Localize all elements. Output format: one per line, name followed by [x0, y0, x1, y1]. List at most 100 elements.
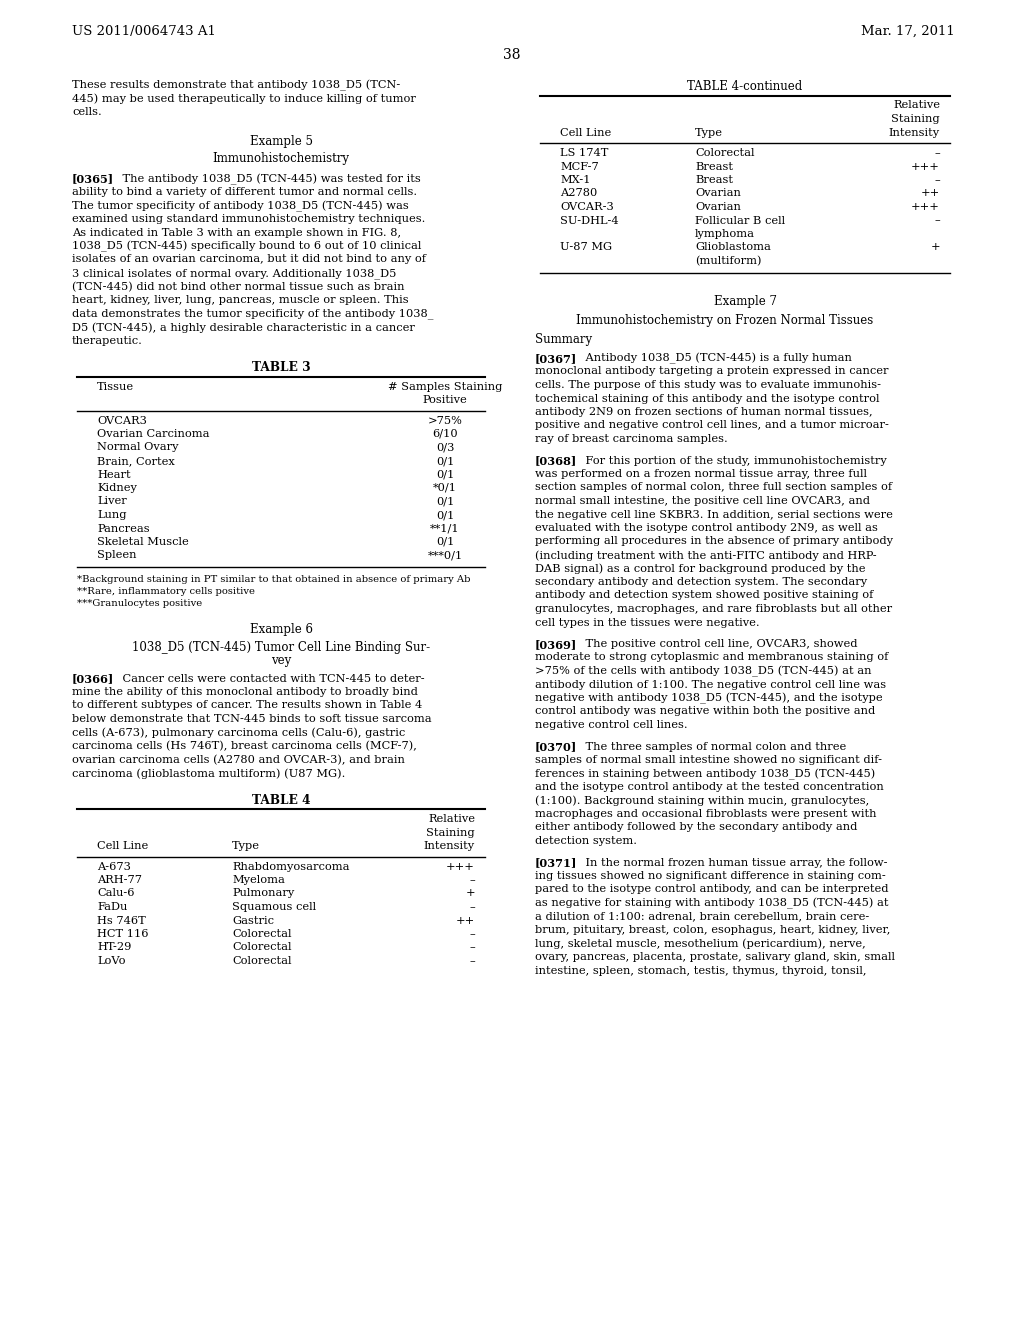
Text: Brain, Cortex: Brain, Cortex — [97, 455, 175, 466]
Text: FaDu: FaDu — [97, 902, 127, 912]
Text: 0/1: 0/1 — [436, 537, 455, 546]
Text: ++: ++ — [921, 189, 940, 198]
Text: The three samples of normal colon and three: The three samples of normal colon and th… — [571, 742, 846, 751]
Text: TABLE 3: TABLE 3 — [252, 360, 310, 374]
Text: [0371]: [0371] — [535, 858, 578, 869]
Text: 3 clinical isolates of normal ovary. Additionally 1038_D5: 3 clinical isolates of normal ovary. Add… — [72, 268, 396, 279]
Text: SU-DHL-4: SU-DHL-4 — [560, 215, 618, 226]
Text: [0370]: [0370] — [535, 742, 578, 752]
Text: ferences in staining between antibody 1038_D5 (TCN-445): ferences in staining between antibody 10… — [535, 768, 876, 780]
Text: In the normal frozen human tissue array, the follow-: In the normal frozen human tissue array,… — [571, 858, 888, 867]
Text: ray of breast carcinoma samples.: ray of breast carcinoma samples. — [535, 434, 728, 444]
Text: +++: +++ — [911, 161, 940, 172]
Text: Heart: Heart — [97, 470, 131, 479]
Text: tochemical staining of this antibody and the isotype control: tochemical staining of this antibody and… — [535, 393, 880, 404]
Text: 0/1: 0/1 — [436, 510, 455, 520]
Text: 445) may be used therapeutically to induce killing of tumor: 445) may be used therapeutically to indu… — [72, 94, 416, 104]
Text: **Rare, inflammatory cells positive: **Rare, inflammatory cells positive — [77, 587, 255, 597]
Text: lymphoma: lymphoma — [695, 228, 755, 239]
Text: ovary, pancreas, placenta, prostate, salivary gland, skin, small: ovary, pancreas, placenta, prostate, sal… — [535, 952, 895, 962]
Text: samples of normal small intestine showed no significant dif-: samples of normal small intestine showed… — [535, 755, 882, 766]
Text: intestine, spleen, stomach, testis, thymus, thyroid, tonsil,: intestine, spleen, stomach, testis, thym… — [535, 965, 866, 975]
Text: performing all procedures in the absence of primary antibody: performing all procedures in the absence… — [535, 536, 893, 546]
Text: Staining: Staining — [426, 828, 475, 837]
Text: Kidney: Kidney — [97, 483, 137, 492]
Text: ***Granulocytes positive: ***Granulocytes positive — [77, 599, 203, 609]
Text: Follicular B cell: Follicular B cell — [695, 215, 785, 226]
Text: Skeletal Muscle: Skeletal Muscle — [97, 537, 188, 546]
Text: –: – — [469, 956, 475, 966]
Text: OVCAR3: OVCAR3 — [97, 416, 146, 425]
Text: MCF-7: MCF-7 — [560, 161, 599, 172]
Text: Ovarian: Ovarian — [695, 189, 741, 198]
Text: The positive control cell line, OVCAR3, showed: The positive control cell line, OVCAR3, … — [571, 639, 857, 649]
Text: OVCAR-3: OVCAR-3 — [560, 202, 613, 213]
Text: isolates of an ovarian carcinoma, but it did not bind to any of: isolates of an ovarian carcinoma, but it… — [72, 255, 426, 264]
Text: negative with antibody 1038_D5 (TCN-445), and the isotype: negative with antibody 1038_D5 (TCN-445)… — [535, 693, 883, 705]
Text: cells.: cells. — [72, 107, 101, 117]
Text: antibody and detection system showed positive staining of: antibody and detection system showed pos… — [535, 590, 873, 601]
Text: Intensity: Intensity — [889, 128, 940, 137]
Text: Spleen: Spleen — [97, 550, 136, 561]
Text: Staining: Staining — [891, 114, 940, 124]
Text: –: – — [469, 929, 475, 939]
Text: carcinoma (glioblastoma multiform) (U87 MG).: carcinoma (glioblastoma multiform) (U87 … — [72, 768, 345, 779]
Text: As indicated in Table 3 with an example shown in FIG. 8,: As indicated in Table 3 with an example … — [72, 227, 401, 238]
Text: –: – — [469, 902, 475, 912]
Text: Ovarian Carcinoma: Ovarian Carcinoma — [97, 429, 210, 440]
Text: –: – — [469, 942, 475, 953]
Text: 1038_D5 (TCN-445) Tumor Cell Line Binding Sur-: 1038_D5 (TCN-445) Tumor Cell Line Bindin… — [132, 640, 430, 653]
Text: 0/3: 0/3 — [436, 442, 455, 453]
Text: (including treatment with the anti-FITC antibody and HRP-: (including treatment with the anti-FITC … — [535, 550, 877, 561]
Text: Summary: Summary — [535, 334, 592, 346]
Text: brum, pituitary, breast, colon, esophagus, heart, kidney, liver,: brum, pituitary, breast, colon, esophagu… — [535, 925, 891, 935]
Text: either antibody followed by the secondary antibody and: either antibody followed by the secondar… — [535, 822, 857, 833]
Text: Example 7: Example 7 — [714, 294, 776, 308]
Text: section samples of normal colon, three full section samples of: section samples of normal colon, three f… — [535, 483, 892, 492]
Text: # Samples Staining: # Samples Staining — [388, 381, 502, 392]
Text: Rhabdomyosarcoma: Rhabdomyosarcoma — [232, 862, 349, 871]
Text: Glioblastoma: Glioblastoma — [695, 243, 771, 252]
Text: cells (A-673), pulmonary carcinoma cells (Calu-6), gastric: cells (A-673), pulmonary carcinoma cells… — [72, 727, 406, 738]
Text: (1:100). Background staining within mucin, granulocytes,: (1:100). Background staining within muci… — [535, 796, 869, 807]
Text: moderate to strong cytoplasmic and membranous staining of: moderate to strong cytoplasmic and membr… — [535, 652, 889, 663]
Text: These results demonstrate that antibody 1038_D5 (TCN-: These results demonstrate that antibody … — [72, 81, 400, 91]
Text: Liver: Liver — [97, 496, 127, 507]
Text: Cancer cells were contacted with TCN-445 to deter-: Cancer cells were contacted with TCN-445… — [108, 673, 425, 684]
Text: Example 5: Example 5 — [250, 135, 312, 148]
Text: pared to the isotype control antibody, and can be interpreted: pared to the isotype control antibody, a… — [535, 884, 889, 895]
Text: HT-29: HT-29 — [97, 942, 131, 953]
Text: 0/1: 0/1 — [436, 455, 455, 466]
Text: Pancreas: Pancreas — [97, 524, 150, 533]
Text: ARH-77: ARH-77 — [97, 875, 142, 884]
Text: Relative: Relative — [428, 814, 475, 824]
Text: +++: +++ — [911, 202, 940, 213]
Text: **1/1: **1/1 — [430, 524, 460, 533]
Text: cells. The purpose of this study was to evaluate immunohis-: cells. The purpose of this study was to … — [535, 380, 881, 389]
Text: Cell Line: Cell Line — [560, 128, 611, 137]
Text: Immunohistochemistry: Immunohistochemistry — [213, 152, 349, 165]
Text: Immunohistochemistry on Frozen Normal Tissues: Immunohistochemistry on Frozen Normal Ti… — [577, 314, 873, 327]
Text: MX-1: MX-1 — [560, 176, 591, 185]
Text: ovarian carcinoma cells (A2780 and OVCAR-3), and brain: ovarian carcinoma cells (A2780 and OVCAR… — [72, 755, 404, 764]
Text: Squamous cell: Squamous cell — [232, 902, 316, 912]
Text: (multiform): (multiform) — [695, 256, 762, 267]
Text: –: – — [934, 148, 940, 158]
Text: ability to bind a variety of different tumor and normal cells.: ability to bind a variety of different t… — [72, 187, 417, 197]
Text: and the isotype control antibody at the tested concentration: and the isotype control antibody at the … — [535, 781, 884, 792]
Text: >75% of the cells with antibody 1038_D5 (TCN-445) at an: >75% of the cells with antibody 1038_D5 … — [535, 667, 871, 677]
Text: Hs 746T: Hs 746T — [97, 916, 145, 925]
Text: Relative: Relative — [893, 100, 940, 111]
Text: secondary antibody and detection system. The secondary: secondary antibody and detection system.… — [535, 577, 867, 587]
Text: Positive: Positive — [423, 395, 467, 405]
Text: LS 174T: LS 174T — [560, 148, 608, 158]
Text: Lung: Lung — [97, 510, 127, 520]
Text: Type: Type — [232, 841, 260, 851]
Text: 6/10: 6/10 — [432, 429, 458, 440]
Text: –: – — [469, 875, 475, 884]
Text: +++: +++ — [446, 862, 475, 871]
Text: D5 (TCN-445), a highly desirable characteristic in a cancer: D5 (TCN-445), a highly desirable charact… — [72, 322, 415, 333]
Text: [0368]: [0368] — [535, 455, 578, 466]
Text: below demonstrate that TCN-445 binds to soft tissue sarcoma: below demonstrate that TCN-445 binds to … — [72, 714, 432, 723]
Text: cell types in the tissues were negative.: cell types in the tissues were negative. — [535, 618, 760, 627]
